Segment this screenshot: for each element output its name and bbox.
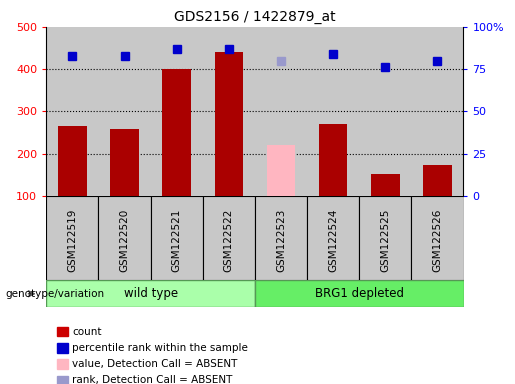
Text: GSM122524: GSM122524: [328, 209, 338, 272]
Text: GSM122519: GSM122519: [67, 209, 77, 272]
Bar: [307, 196, 359, 280]
Bar: [150, 196, 203, 280]
Bar: [57, 359, 68, 369]
Bar: [57, 343, 68, 353]
Bar: [203, 196, 255, 280]
Bar: [110, 129, 139, 196]
Bar: [58, 126, 87, 196]
Text: count: count: [72, 327, 101, 337]
Text: GSM122523: GSM122523: [276, 209, 286, 272]
Bar: [46, 280, 255, 307]
Bar: [57, 327, 68, 336]
Text: genotype/variation: genotype/variation: [5, 289, 104, 299]
Text: GSM122521: GSM122521: [171, 209, 182, 272]
Bar: [162, 69, 191, 196]
Bar: [319, 124, 348, 196]
Bar: [423, 166, 452, 196]
Bar: [46, 196, 98, 280]
Bar: [57, 376, 68, 384]
Text: rank, Detection Call = ABSENT: rank, Detection Call = ABSENT: [72, 375, 232, 384]
Bar: [255, 280, 464, 307]
Text: BRG1 depleted: BRG1 depleted: [315, 287, 404, 300]
Bar: [98, 196, 150, 280]
Bar: [255, 196, 307, 280]
Text: value, Detection Call = ABSENT: value, Detection Call = ABSENT: [72, 359, 237, 369]
Text: GSM122525: GSM122525: [380, 209, 390, 272]
Text: GSM122520: GSM122520: [119, 209, 130, 272]
Title: GDS2156 / 1422879_at: GDS2156 / 1422879_at: [174, 10, 336, 25]
Bar: [215, 52, 243, 196]
Bar: [267, 145, 295, 196]
Bar: [411, 196, 464, 280]
Bar: [359, 196, 411, 280]
Text: GSM122522: GSM122522: [224, 209, 234, 272]
Text: GSM122526: GSM122526: [433, 209, 442, 272]
Text: percentile rank within the sample: percentile rank within the sample: [72, 343, 248, 353]
Text: wild type: wild type: [124, 287, 178, 300]
Bar: [371, 174, 400, 196]
